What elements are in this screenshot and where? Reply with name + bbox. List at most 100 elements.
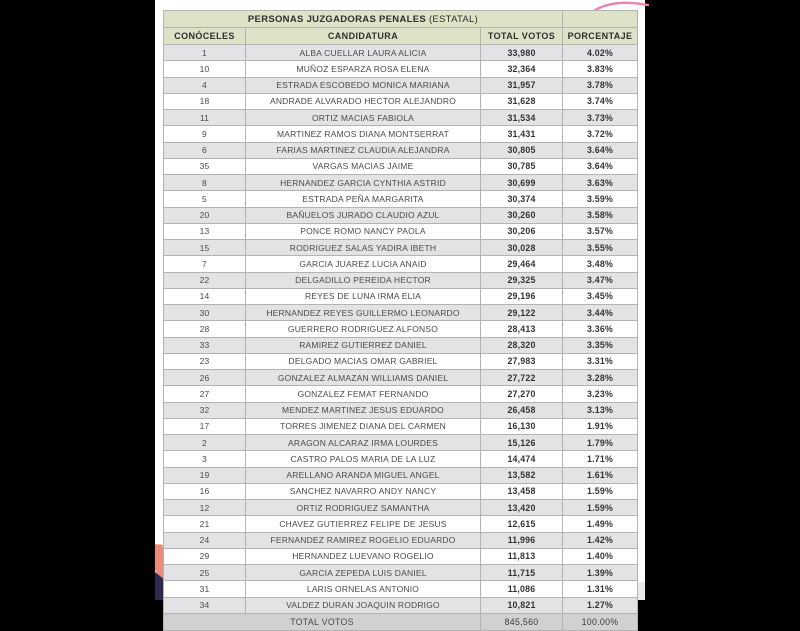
cell-candidatura: GONZALEZ ALMAZAN WILLIAMS DANIEL <box>245 368 481 387</box>
cell-total-votos: 29,464 <box>479 255 564 273</box>
table-row: 10 MUÑOZ ESPARZA ROSA ELENA 32,364 3.83% <box>163 60 639 78</box>
cell-candidatura: VALDEZ DURAN JOAQUIN RODRIGO <box>245 596 481 614</box>
cell-conoceles: 22 <box>163 271 246 289</box>
cell-porcentaje: 3.58% <box>562 206 639 224</box>
cell-porcentaje: 1.91% <box>562 417 639 436</box>
cell-conoceles: 2 <box>163 433 246 452</box>
cell-candidatura: FARIAS MARTINEZ CLAUDIA ALEJANDRA <box>245 141 481 159</box>
cell-total-votos: 30,785 <box>479 157 564 176</box>
cell-porcentaje: 3.83% <box>562 60 639 78</box>
cell-porcentaje: 3.31% <box>562 352 639 371</box>
table-row: 30 HERNANDEZ REYES GUILLERMO LEONARDO 29… <box>163 303 639 322</box>
cell-porcentaje: 3.55% <box>562 238 639 257</box>
table-row: 12 ORTIZ RODRIGUEZ SAMANTHA 13,420 1.59% <box>163 498 639 517</box>
cell-porcentaje: 3.45% <box>562 287 639 306</box>
cell-conoceles: 27 <box>163 385 246 403</box>
table-title-spacer-cell <box>562 10 639 28</box>
cell-candidatura: ORTIZ MACIAS FABIOLA <box>245 108 481 127</box>
cell-candidatura: BAÑUELOS JURADO CLAUDIO AZUL <box>245 206 481 224</box>
cell-conoceles: 8 <box>163 173 246 192</box>
cell-conoceles: 21 <box>163 515 246 533</box>
cell-conoceles: 32 <box>163 401 246 419</box>
cell-porcentaje: 3.23% <box>562 385 639 403</box>
cell-total-votos: 16,130 <box>479 417 564 436</box>
cell-porcentaje: 1.27% <box>562 596 639 614</box>
cell-total-votos: 11,996 <box>479 531 564 549</box>
cell-conoceles: 30 <box>163 303 246 322</box>
table-row: 13 PONCE ROMO NANCY PAOLA 30,206 3.57% <box>163 222 639 241</box>
cell-porcentaje: 1.42% <box>562 531 639 549</box>
column-header-candidatura: CANDIDATURA <box>245 27 481 45</box>
content-area: PERSONAS JUZGADORAS PENALES (ESTATAL) CO… <box>155 0 649 631</box>
results-table: PERSONAS JUZGADORAS PENALES (ESTATAL) CO… <box>162 10 639 631</box>
cell-conoceles: 12 <box>163 498 246 517</box>
table-row: 1 ALBA CUELLAR LAURA ALICIA 33,980 4.02% <box>163 43 639 62</box>
cell-porcentaje: 1.59% <box>562 498 639 517</box>
cell-candidatura: CHAVEZ GUTIERREZ FELIPE DE JESUS <box>245 515 481 533</box>
table-row: 23 DELGADO MACIAS OMAR GABRIEL 27,983 3.… <box>163 352 639 371</box>
table-title-row: PERSONAS JUZGADORAS PENALES (ESTATAL) <box>162 10 639 28</box>
cell-porcentaje: 1.59% <box>562 482 639 501</box>
cell-porcentaje: 1.61% <box>562 466 639 484</box>
cell-porcentaje: 3.64% <box>562 141 639 159</box>
cell-total-votos: 32,364 <box>479 60 564 78</box>
cell-conoceles: 10 <box>163 60 246 78</box>
cell-porcentaje: 3.28% <box>562 368 639 387</box>
table-title-suffix: (ESTATAL) <box>426 13 479 25</box>
cell-porcentaje: 3.36% <box>562 320 639 338</box>
cell-total-votos: 10,821 <box>479 596 564 614</box>
table-row: 28 GUERRERO RODRIGUEZ ALFONSO 28,413 3.3… <box>163 320 639 338</box>
table-row: 29 HERNANDEZ LUEVANO ROGELIO 11,813 1.40… <box>163 547 639 566</box>
cell-candidatura: GARCIA ZEPEDA LUIS DANIEL <box>245 563 481 582</box>
cell-conoceles: 7 <box>163 255 246 273</box>
cell-candidatura: ORTIZ RODRIGUEZ SAMANTHA <box>245 498 481 517</box>
cell-conoceles: 11 <box>163 108 246 127</box>
cell-porcentaje: 1.39% <box>562 563 639 582</box>
table-row: 4 ESTRADA ESCOBEDO MONICA MARIANA 31,957… <box>163 76 639 94</box>
cell-candidatura: CASTRO PALOS MARIA DE LA LUZ <box>245 450 481 468</box>
cell-total-votos: 31,534 <box>479 108 564 127</box>
cell-total-votos: 33,980 <box>479 43 564 62</box>
cell-total-votos: 11,715 <box>479 563 564 582</box>
table-row: 5 ESTRADA PEÑA MARGARITA 30,374 3.59% <box>163 190 639 208</box>
cell-candidatura: HERNANDEZ GARCIA CYNTHIA ASTRID <box>245 173 481 192</box>
cell-total-votos: 28,320 <box>479 336 564 354</box>
cell-conoceles: 19 <box>163 466 246 484</box>
cell-total-votos: 31,431 <box>479 125 564 143</box>
cell-conoceles: 5 <box>163 190 246 208</box>
cell-candidatura: GUERRERO RODRIGUEZ ALFONSO <box>245 320 481 338</box>
table-row: 11 ORTIZ MACIAS FABIOLA 31,534 3.73% <box>163 108 639 127</box>
cell-total-votos: 30,699 <box>479 173 564 192</box>
cell-total-votos: 29,122 <box>479 303 564 322</box>
total-percentage: 100.00% <box>562 612 639 631</box>
cell-conoceles: 29 <box>163 547 246 566</box>
cell-conoceles: 31 <box>163 580 246 598</box>
table-title: PERSONAS JUZGADORAS PENALES (ESTATAL) <box>162 10 564 28</box>
table-row: 9 MARTINEZ RAMOS DIANA MONTSERRAT 31,431… <box>163 125 639 143</box>
table-row: 18 ANDRADE ALVARADO HECTOR ALEJANDRO 31,… <box>163 92 639 111</box>
cell-porcentaje: 3.64% <box>562 157 639 176</box>
cell-conoceles: 23 <box>163 352 246 371</box>
cell-candidatura: GONZALEZ FEMAT FERNANDO <box>245 385 481 403</box>
cell-total-votos: 30,805 <box>479 141 564 159</box>
cell-total-votos: 29,325 <box>479 271 564 289</box>
table-row: 3 CASTRO PALOS MARIA DE LA LUZ 14,474 1.… <box>163 450 639 468</box>
video-frame: { "colors": { "letterbox": "#000000", "h… <box>155 0 649 631</box>
cell-total-votos: 13,458 <box>479 482 564 501</box>
table-row: 22 DELGADILLO PEREIDA HECTOR 29,325 3.47… <box>163 271 639 289</box>
cell-porcentaje: 3.48% <box>562 255 639 273</box>
cell-candidatura: ARAGON ALCARAZ IRMA LOURDES <box>245 433 481 452</box>
table-row: 8 HERNANDEZ GARCIA CYNTHIA ASTRID 30,699… <box>163 173 639 192</box>
cell-total-votos: 30,260 <box>479 206 564 224</box>
cell-conoceles: 1 <box>163 43 246 62</box>
cell-porcentaje: 3.73% <box>562 108 639 127</box>
cell-candidatura: ALBA CUELLAR LAURA ALICIA <box>245 43 481 62</box>
table-row: 21 CHAVEZ GUTIERREZ FELIPE DE JESUS 12,6… <box>163 515 639 533</box>
table-row: 35 VARGAS MACIAS JAIME 30,785 3.64% <box>163 157 639 176</box>
cell-conoceles: 35 <box>163 157 246 176</box>
table-row: 26 GONZALEZ ALMAZAN WILLIAMS DANIEL 27,7… <box>163 368 639 387</box>
cell-conoceles: 34 <box>163 596 246 614</box>
cell-porcentaje: 3.57% <box>562 222 639 241</box>
cell-porcentaje: 3.13% <box>562 401 639 419</box>
cell-candidatura: PONCE ROMO NANCY PAOLA <box>245 222 481 241</box>
